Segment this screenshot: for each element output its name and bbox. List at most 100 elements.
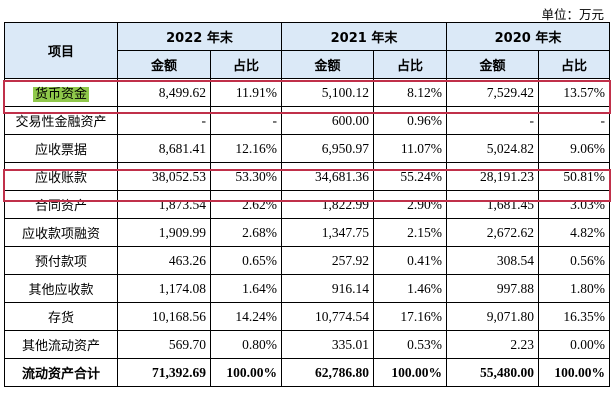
ratio-cell: 17.16% — [373, 302, 447, 331]
amount-cell: 10,774.54 — [281, 302, 374, 331]
row-label-text: 合同资产 — [34, 199, 87, 214]
amount-cell: 569.70 — [117, 330, 211, 359]
amount-cell: 1,174.08 — [117, 274, 211, 303]
amount-cell: 308.54 — [446, 246, 539, 275]
ratio-cell: 55.24% — [373, 162, 447, 191]
ratio-cell: 3.03% — [538, 190, 610, 219]
ratio-cell: 0.80% — [210, 330, 282, 359]
amount-cell: 34,681.36 — [281, 162, 374, 191]
row-label-text: 存货 — [47, 311, 74, 326]
table-row-inventory: 存货 10,168.56 14.24% 10,774.54 17.16% 9,071.80… — [4, 302, 610, 331]
ratio-cell: 2.15% — [373, 218, 447, 247]
header-amount: 金额 — [281, 50, 374, 79]
amount-cell: 1,681.45 — [446, 190, 539, 219]
header-amount: 金额 — [117, 50, 211, 79]
row-label: 存货 — [4, 302, 118, 331]
row-label-text: 预付款项 — [34, 255, 87, 270]
ratio-cell: 0.96% — [373, 106, 447, 135]
ratio-cell: - — [210, 106, 282, 135]
ratio-cell: 2.62% — [210, 190, 282, 219]
table-row-prepayments: 预付款项 463.26 0.65% 257.92 0.41% 308.54 0.56% — [4, 246, 610, 275]
header-row-years: 项目 2022 年末 2021 年末 2020 年末 — [4, 22, 610, 79]
row-label: 流动资产合计 — [4, 358, 118, 387]
amount-cell: 38,052.53 — [117, 162, 211, 191]
header-year-2021: 2021 年末 — [281, 22, 447, 51]
ratio-cell: 4.82% — [538, 218, 610, 247]
table-row-receivables-financing: 应收款项融资 1,909.99 2.68% 1,347.75 2.15% 2,672.62… — [4, 218, 610, 247]
amount-cell: 28,191.23 — [446, 162, 539, 191]
unit-label: 单位：万元 — [541, 7, 604, 22]
row-label-text: 应收账款 — [34, 171, 87, 186]
header-row-metrics: 金额 占比 金额 占比 金额 占比 — [5, 50, 610, 79]
ratio-cell: 14.24% — [210, 302, 282, 331]
row-label: 货币资金 — [4, 78, 118, 107]
amount-cell: 55,480.00 — [446, 358, 539, 387]
header-year-2020: 2020 年末 — [446, 22, 610, 51]
amount-cell: - — [117, 106, 211, 135]
table-row-notes-receivable: 应收票据 8,681.41 12.16% 6,950.97 11.07% 5,024.82… — [4, 134, 610, 163]
amount-cell: 997.88 — [446, 274, 539, 303]
ratio-cell: 0.41% — [373, 246, 447, 275]
amount-cell: - — [446, 106, 539, 135]
ratio-cell: 100.00% — [210, 358, 282, 387]
row-label: 应收账款 — [4, 162, 118, 191]
ratio-cell: 0.00% — [538, 330, 610, 359]
ratio-cell: 2.68% — [210, 218, 282, 247]
header-amount: 金额 — [446, 50, 539, 79]
ratio-cell: 8.12% — [373, 78, 447, 107]
amount-cell: 71,392.69 — [117, 358, 211, 387]
amount-cell: 916.14 — [281, 274, 374, 303]
ratio-cell: 9.06% — [538, 134, 610, 163]
amount-cell: 9,071.80 — [446, 302, 539, 331]
table-row-trading-financial-assets: 交易性金融资产 - -600.00 0.96% - - — [4, 106, 610, 135]
amount-cell: 5,024.82 — [446, 134, 539, 163]
amount-cell: 62,786.80 — [281, 358, 374, 387]
row-label-text: 流动资产合计 — [21, 367, 100, 382]
amount-cell: 600.00 — [281, 106, 374, 135]
row-label: 合同资产 — [4, 190, 118, 219]
header-item: 项目 — [4, 22, 118, 79]
current-assets-table: 项目 2022 年末 2021 年末 2020 年末 金额 占比 金额 占比 金… — [4, 22, 610, 387]
table-row-contract-assets: 合同资产 1,873.54 2.62% 1,822.99 2.90% 1,681.45 3.… — [4, 190, 610, 219]
row-label: 交易性金融资产 — [4, 106, 118, 135]
ratio-cell: 1.46% — [373, 274, 447, 303]
amount-cell: 8,681.41 — [117, 134, 211, 163]
ratio-cell: 1.64% — [210, 274, 282, 303]
ratio-cell: 13.57% — [538, 78, 610, 107]
row-label-text: 其他应收款 — [28, 283, 94, 298]
amount-cell: 8,499.62 — [117, 78, 211, 107]
header-year-2022: 2022 年末 — [117, 22, 282, 51]
table-row-cash: 货币资金 8,499.62 11.91% 5,100.12 8.12% 7,529.42 1… — [4, 78, 610, 107]
header-ratio: 占比 — [210, 50, 282, 79]
amount-cell: 2,672.62 — [446, 218, 539, 247]
ratio-cell: 50.81% — [538, 162, 610, 191]
table-row-accounts-receivable: 应收账款 38,052.53 53.30% 34,681.36 55.24% 28,191… — [4, 162, 610, 191]
row-label: 其他流动资产 — [4, 330, 118, 359]
ratio-cell: 0.56% — [538, 246, 610, 275]
ratio-cell: - — [538, 106, 610, 135]
amount-cell: 257.92 — [281, 246, 374, 275]
ratio-cell: 1.80% — [538, 274, 610, 303]
amount-cell: 463.26 — [117, 246, 211, 275]
amount-cell: 335.01 — [281, 330, 374, 359]
amount-cell: 5,100.12 — [281, 78, 374, 107]
header-ratio: 占比 — [538, 50, 610, 79]
row-label-text: 货币资金 — [32, 87, 89, 102]
ratio-cell: 53.30% — [210, 162, 282, 191]
row-label-text: 其他流动资产 — [21, 339, 100, 354]
ratio-cell: 16.35% — [538, 302, 610, 331]
row-label: 预付款项 — [4, 246, 118, 275]
row-label: 应收票据 — [4, 134, 118, 163]
table-row-other-receivables: 其他应收款 1,174.08 1.64% 916.14 1.46% 997.88 1.80% — [4, 274, 610, 303]
amount-cell: 7,529.42 — [446, 78, 539, 107]
row-label-text: 应收票据 — [34, 143, 87, 158]
amount-cell: 10,168.56 — [117, 302, 211, 331]
ratio-cell: 100.00% — [538, 358, 610, 387]
ratio-cell: 11.07% — [373, 134, 447, 163]
ratio-cell: 0.65% — [210, 246, 282, 275]
row-label: 应收款项融资 — [4, 218, 118, 247]
amount-cell: 1,822.99 — [281, 190, 374, 219]
amount-cell: 1,873.54 — [117, 190, 211, 219]
ratio-cell: 11.91% — [210, 78, 282, 107]
header-ratio: 占比 — [373, 50, 447, 79]
